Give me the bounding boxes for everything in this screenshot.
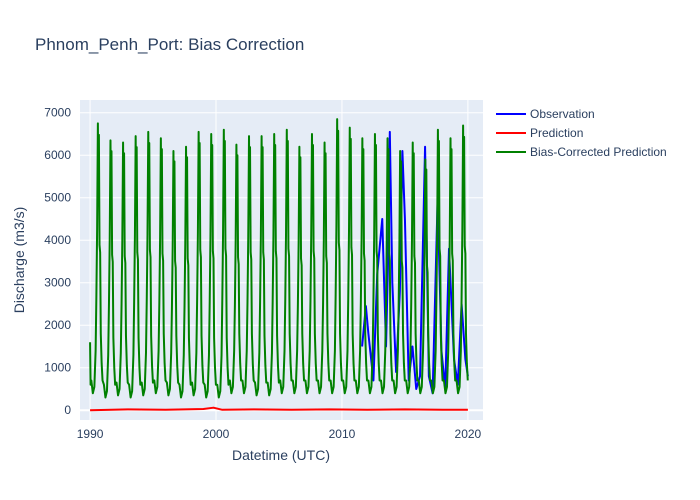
y-tick-label: 2000: [44, 318, 71, 332]
x-tick-label: 1990: [77, 427, 104, 441]
x-axis-ticks: 1990 2000 2010 2020: [77, 427, 482, 441]
chart-title: Phnom_Penh_Port: Bias Correction: [35, 35, 304, 54]
y-tick-label: 3000: [44, 276, 71, 290]
x-tick-label: 2010: [329, 427, 356, 441]
legend-label: Bias-Corrected Prediction: [530, 145, 667, 159]
legend: Observation Prediction Bias-Corrected Pred…: [496, 107, 667, 159]
y-tick-label: 4000: [44, 233, 71, 247]
x-tick-label: 2000: [203, 427, 230, 441]
y-tick-label: 5000: [44, 191, 71, 205]
legend-item[interactable]: Prediction: [496, 126, 583, 140]
legend-label: Prediction: [530, 126, 583, 140]
series-line-2[interactable]: [89, 118, 469, 399]
y-tick-label: 0: [64, 403, 71, 417]
legend-item[interactable]: Bias-Corrected Prediction: [496, 145, 667, 159]
series-line-1[interactable]: [90, 406, 468, 412]
y-tick-label: 1000: [44, 361, 71, 375]
series-layer: [89, 118, 469, 412]
x-tick-label: 2020: [455, 427, 482, 441]
y-axis-title: Discharge (m3/s): [11, 207, 27, 314]
y-tick-label: 6000: [44, 148, 71, 162]
y-tick-label: 7000: [44, 106, 71, 120]
legend-item[interactable]: Observation: [496, 107, 595, 121]
y-axis-ticks: 0 1000 2000 3000 4000 5000 6000 7000: [44, 106, 71, 417]
x-axis-title: Datetime (UTC): [232, 447, 330, 463]
legend-label: Observation: [530, 107, 595, 121]
